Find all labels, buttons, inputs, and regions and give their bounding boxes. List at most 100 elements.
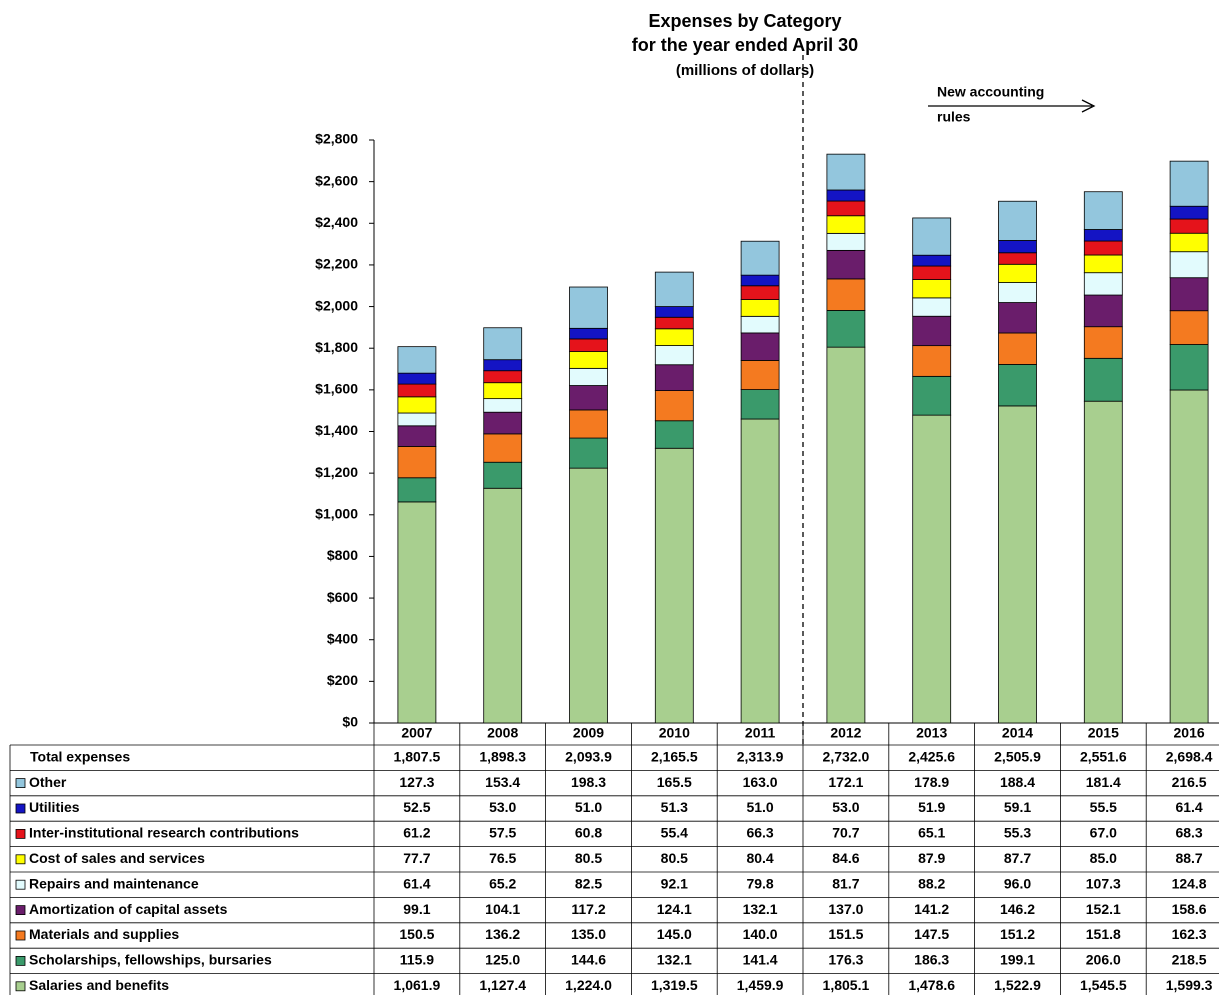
table-cell: 188.4 (1000, 774, 1035, 790)
table-cell: 124.1 (657, 901, 692, 917)
table-cell: 147.5 (914, 926, 949, 942)
x-tick-label: 2014 (1002, 725, 1033, 741)
bar-segment (1169, 205, 1209, 220)
bar-segment (483, 487, 523, 724)
table-cell: 66.3 (746, 825, 773, 841)
table-cell: 76.5 (489, 850, 516, 866)
bar-segment (654, 420, 694, 449)
x-tick-label: 2008 (487, 725, 518, 741)
table-cell: 68.3 (1175, 825, 1202, 841)
legend-label: Scholarships, fellowships, bursaries (29, 952, 272, 968)
bar-segment (1083, 240, 1123, 256)
bar-segment (483, 398, 523, 413)
legend-label: Materials and supplies (29, 926, 179, 942)
bar-segment (1083, 254, 1123, 274)
x-tick-label: 2010 (659, 725, 690, 741)
bar-segment (569, 351, 608, 369)
bar-segment (397, 372, 437, 385)
bar-segment (998, 200, 1037, 241)
bar-segment (654, 271, 694, 307)
bar-segment (826, 189, 866, 202)
table-cell: 80.5 (661, 850, 688, 866)
table-cell: 53.0 (489, 799, 516, 815)
bar-segment (912, 279, 952, 299)
table-cell: 104.1 (485, 901, 520, 917)
x-tick-label: 2011 (745, 725, 776, 741)
table-cell: 1,545.5 (1080, 977, 1127, 993)
bar-segment (998, 302, 1037, 334)
table-cell: 145.0 (657, 926, 692, 942)
x-tick-label: 2015 (1088, 725, 1119, 741)
table-cell: 136.2 (485, 926, 520, 942)
bar-segment (912, 217, 952, 256)
table-cell: 141.4 (743, 952, 778, 968)
table-cell: 59.1 (1004, 799, 1031, 815)
table-cell: 162.3 (1172, 926, 1207, 942)
bar-segment (397, 477, 437, 503)
y-tick-label: $400 (327, 630, 358, 646)
bar-segment (397, 346, 437, 374)
bar-segment (740, 274, 780, 287)
table-cell: 99.1 (403, 901, 430, 917)
bar-segment (1169, 251, 1209, 279)
legend-swatch (15, 905, 26, 915)
table-cell: 107.3 (1086, 875, 1121, 891)
bar-segment (740, 360, 780, 390)
legend-swatch (15, 930, 26, 941)
chart-title: Expenses by Category (648, 11, 841, 31)
table-cell: 152.1 (1086, 901, 1121, 917)
bar-segment (397, 396, 437, 414)
bar-segment (998, 263, 1037, 283)
table-cell: 2,698.4 (1166, 748, 1213, 764)
table-cell: 181.4 (1086, 774, 1121, 790)
bar-segment (998, 332, 1037, 365)
y-tick-label: $1,400 (315, 422, 358, 438)
bar-segment (826, 153, 866, 191)
table-cell: 144.6 (571, 952, 606, 968)
bar-segment (397, 425, 437, 447)
bar-segment (826, 310, 866, 348)
table-cell: 1,478.6 (908, 977, 955, 993)
table-cell: 61.2 (403, 825, 430, 841)
table-cell: 81.7 (832, 875, 859, 891)
annotation: rules (937, 109, 971, 125)
table-cell: 2,425.6 (908, 748, 955, 764)
table-cell: 158.6 (1172, 901, 1207, 917)
bar-segment (912, 265, 952, 280)
table-cell: 85.0 (1090, 850, 1117, 866)
y-tick-label: $1,000 (315, 505, 358, 521)
bar-segment (569, 338, 608, 352)
table-cell: 51.9 (918, 799, 945, 815)
table-cell: 51.0 (746, 799, 773, 815)
table-cell: 92.1 (661, 875, 688, 891)
table-cell: 1,805.1 (823, 977, 870, 993)
legend-label: Utilities (29, 799, 80, 815)
table-cell: 199.1 (1000, 952, 1035, 968)
x-tick-label: 2007 (401, 725, 432, 741)
table-cell: 146.2 (1000, 901, 1035, 917)
table-cell: 1,224.0 (565, 977, 612, 993)
bar-segment (397, 501, 437, 724)
table-cell: 88.2 (918, 875, 945, 891)
bar-segment (1169, 310, 1209, 345)
bar-segment (654, 364, 694, 391)
bar-segment (826, 215, 866, 234)
table-cell: 1,061.9 (394, 977, 441, 993)
bar-segment (569, 409, 608, 439)
table-cell: 80.5 (575, 850, 602, 866)
legend-swatch (15, 981, 26, 992)
y-tick-label: $2,400 (315, 214, 358, 230)
table-cell: 1,459.9 (737, 977, 784, 993)
row-label: Total expenses (30, 748, 130, 764)
bar-segment (998, 240, 1037, 254)
table-cell: 82.5 (575, 875, 602, 891)
bar-segment (1169, 160, 1209, 207)
table-cell: 141.2 (914, 901, 949, 917)
table-cell: 1,127.4 (479, 977, 526, 993)
table-cell: 150.5 (399, 926, 434, 942)
x-tick-label: 2012 (830, 725, 861, 741)
legend-label: Amortization of capital assets (29, 901, 228, 917)
table-cell: 176.3 (828, 952, 863, 968)
table-cell: 52.5 (403, 799, 430, 815)
